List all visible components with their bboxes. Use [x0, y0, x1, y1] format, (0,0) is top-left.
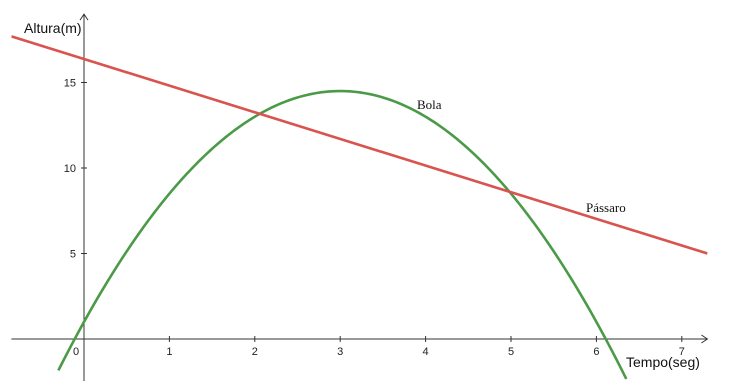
x-tick-label: 3	[337, 346, 343, 358]
y-axis-title: Altura(m)	[24, 20, 82, 36]
x-axis-title: Tempo(seg)	[626, 354, 700, 370]
y-tick-label: 10	[64, 163, 76, 175]
x-tick-label: 6	[593, 346, 599, 358]
x-tick-label: 0	[73, 346, 79, 358]
x-tick-label: 1	[166, 346, 172, 358]
ticks: 0 1 2 3 4 5 6 7 5 10 15	[64, 78, 685, 359]
series-line-passaro	[11, 35, 708, 255]
x-tick-label: 4	[423, 346, 429, 358]
series-label-bola: Bola	[417, 97, 442, 112]
series	[11, 35, 708, 380]
x-tick-label: 5	[508, 346, 514, 358]
series-label-passaro: Pássaro	[586, 200, 626, 215]
x-axis-arrow	[701, 334, 709, 344]
y-axis-arrow	[79, 13, 89, 21]
y-tick-label: 15	[64, 78, 76, 90]
x-tick-label: 2	[252, 346, 258, 358]
series-line-bola	[57, 89, 628, 380]
x-tick-label: 7	[679, 346, 685, 358]
y-tick-label: 5	[70, 249, 76, 261]
labels: Altura(m) Tempo(seg) Bola Pássaro	[24, 20, 700, 370]
